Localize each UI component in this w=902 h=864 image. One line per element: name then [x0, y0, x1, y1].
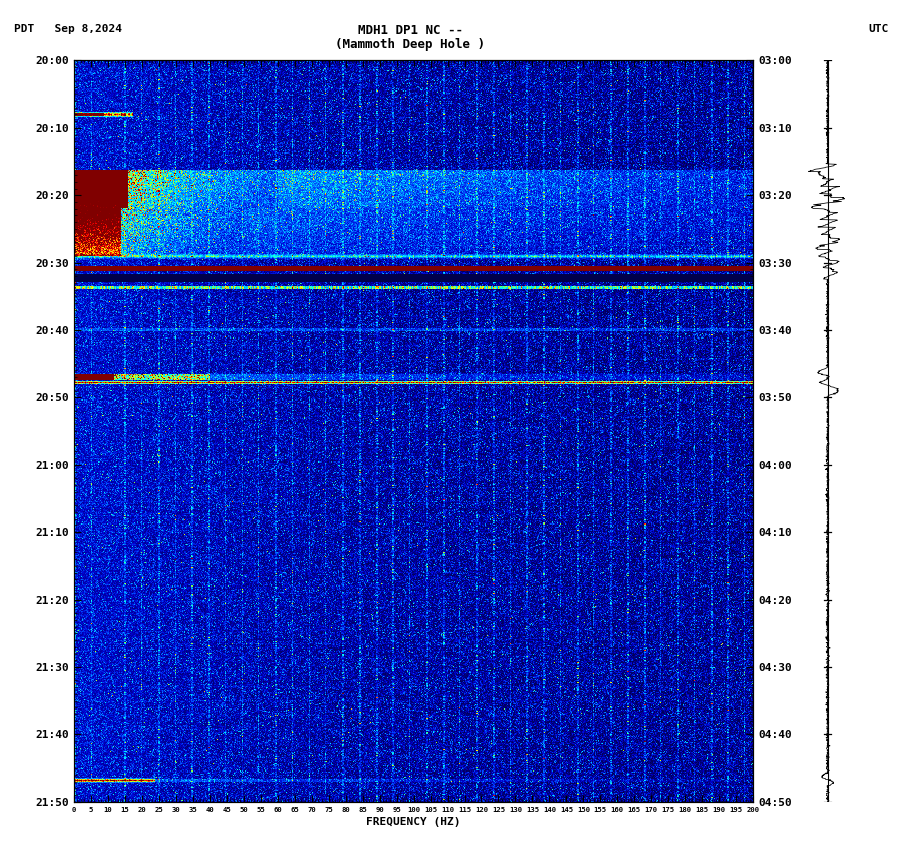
- Text: MDH1 DP1 NC --: MDH1 DP1 NC --: [358, 24, 463, 37]
- Text: (Mammoth Deep Hole ): (Mammoth Deep Hole ): [336, 38, 485, 51]
- X-axis label: FREQUENCY (HZ): FREQUENCY (HZ): [366, 816, 461, 827]
- Text: UTC: UTC: [869, 24, 888, 35]
- Text: PDT   Sep 8,2024: PDT Sep 8,2024: [14, 24, 122, 35]
